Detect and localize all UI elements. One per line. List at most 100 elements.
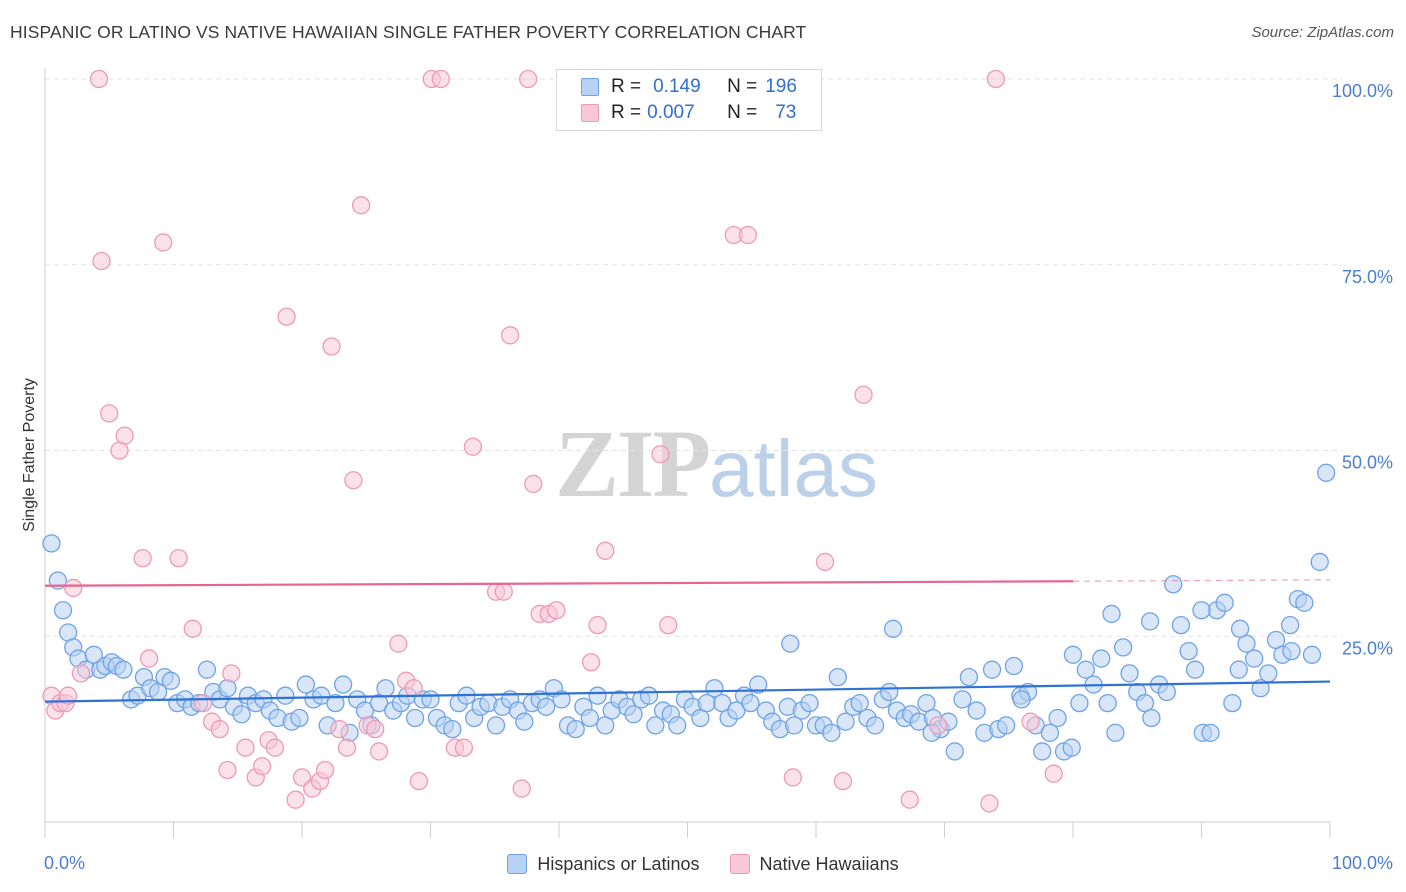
point-hawaiian-53 bbox=[512, 779, 531, 798]
point-hispanic-164 bbox=[1215, 593, 1234, 612]
point-hawaiian-12 bbox=[133, 549, 152, 568]
trend-line-hispanic bbox=[44, 680, 1331, 703]
point-hispanic-127 bbox=[945, 742, 964, 761]
point-hawaiian-11 bbox=[115, 426, 134, 445]
point-hawaiian-22 bbox=[236, 738, 255, 757]
point-hispanic-35 bbox=[276, 686, 295, 705]
watermark: ZIPatlas bbox=[555, 408, 878, 519]
chart-title: HISPANIC OR LATINO VS NATIVE HAWAIIAN SI… bbox=[10, 22, 807, 42]
point-hispanic-2 bbox=[53, 601, 73, 620]
legend-swatch-hawaiian bbox=[581, 104, 599, 122]
point-hispanic-162 bbox=[1201, 723, 1220, 742]
point-hawaiian-48 bbox=[454, 738, 474, 757]
point-hawaiian-27 bbox=[277, 307, 296, 326]
point-hawaiian-67 bbox=[815, 552, 835, 572]
point-hispanic-157 bbox=[1164, 575, 1183, 594]
point-hawaiian-46 bbox=[431, 69, 450, 89]
point-hawaiian-59 bbox=[581, 653, 601, 672]
point-hawaiian-35 bbox=[337, 738, 357, 757]
point-hispanic-29 bbox=[232, 705, 251, 724]
point-hawaiian-43 bbox=[404, 679, 423, 698]
legend-swatch-hispanic bbox=[581, 78, 599, 96]
point-hispanic-100 bbox=[749, 675, 768, 694]
point-hawaiian-34 bbox=[330, 719, 349, 739]
point-hispanic-89 bbox=[668, 716, 687, 735]
point-hawaiian-26 bbox=[265, 738, 285, 757]
point-hispanic-107 bbox=[800, 693, 819, 713]
point-hispanic-156 bbox=[1157, 682, 1176, 702]
point-hawaiian-65 bbox=[738, 225, 758, 245]
legend-row-hispanic: R = 0.149 N = 196 bbox=[581, 75, 797, 99]
axes: 0.0% 100.0% bbox=[44, 68, 1393, 873]
point-hispanic-181 bbox=[1192, 601, 1211, 620]
point-hispanic-111 bbox=[828, 667, 847, 687]
point-hispanic-37 bbox=[290, 708, 309, 728]
point-hispanic-188 bbox=[781, 634, 800, 653]
point-hispanic-175 bbox=[1295, 593, 1314, 612]
point-hispanic-78 bbox=[588, 686, 607, 705]
trend-line-dashed-hawaiian bbox=[1072, 579, 1331, 582]
series-legend-hawaiian: Native Hawaiians bbox=[729, 854, 899, 875]
point-hispanic-166 bbox=[1229, 660, 1248, 679]
point-hawaiian-72 bbox=[980, 794, 999, 813]
series-label-hispanic: Hispanics or Latinos bbox=[537, 853, 700, 874]
point-hawaiian-44 bbox=[409, 771, 429, 791]
point-hispanic-170 bbox=[1259, 664, 1278, 683]
point-hispanic-143 bbox=[1062, 738, 1081, 757]
point-hispanic-178 bbox=[1316, 463, 1336, 482]
point-hawaiian-21 bbox=[222, 664, 241, 683]
point-hawaiian-14 bbox=[154, 233, 173, 252]
point-hawaiian-40 bbox=[369, 742, 389, 761]
point-hispanic-27 bbox=[218, 679, 237, 698]
point-hispanic-43 bbox=[333, 675, 353, 694]
point-hawaiian-28 bbox=[286, 790, 305, 809]
point-hispanic-97 bbox=[727, 701, 746, 720]
point-hispanic-112 bbox=[836, 712, 855, 731]
legend-r-key-hispanic: R = bbox=[611, 76, 642, 97]
point-hawaiian-20 bbox=[218, 760, 237, 780]
watermark-zip: ZIP bbox=[555, 410, 711, 517]
point-hawaiian-71 bbox=[928, 716, 948, 735]
point-hispanic-58 bbox=[443, 719, 462, 739]
grid-lines bbox=[45, 78, 1342, 637]
point-hawaiian-74 bbox=[1021, 712, 1040, 731]
point-hawaiian-8 bbox=[92, 251, 111, 271]
point-hispanic-85 bbox=[639, 686, 659, 705]
point-hispanic-183 bbox=[1282, 641, 1301, 661]
point-hawaiian-33 bbox=[322, 337, 341, 356]
point-hispanic-94 bbox=[705, 679, 724, 698]
point-hispanic-185 bbox=[1012, 690, 1031, 709]
point-hispanic-83 bbox=[624, 705, 643, 724]
point-hawaiian-58 bbox=[547, 601, 566, 620]
point-hispanic-71 bbox=[537, 697, 556, 716]
trend-lines bbox=[44, 579, 1331, 703]
y-tick-label-100: 100.0% bbox=[1332, 81, 1393, 101]
point-hispanic-135 bbox=[1004, 656, 1024, 676]
point-hispanic-180 bbox=[1140, 612, 1160, 631]
point-hispanic-105 bbox=[785, 716, 804, 735]
point-hispanic-130 bbox=[967, 701, 986, 720]
point-hawaiian-19 bbox=[210, 719, 229, 739]
point-hispanic-179 bbox=[1102, 604, 1121, 624]
point-hispanic-129 bbox=[959, 667, 979, 687]
point-hawaiian-66 bbox=[783, 768, 803, 787]
point-hawaiian-68 bbox=[833, 771, 853, 791]
y-tick-label-25: 25.0% bbox=[1342, 638, 1393, 658]
point-hawaiian-55 bbox=[524, 474, 543, 494]
point-hawaiian-73 bbox=[986, 69, 1006, 89]
legend-r-key-hawaiian: R = bbox=[611, 102, 642, 123]
point-hawaiian-63 bbox=[659, 615, 678, 635]
point-hawaiian-52 bbox=[501, 326, 520, 345]
point-hispanic-165 bbox=[1223, 693, 1242, 713]
point-hispanic-139 bbox=[1033, 742, 1052, 761]
point-hispanic-77 bbox=[580, 708, 599, 728]
point-hispanic-114 bbox=[850, 693, 869, 713]
point-hispanic-42 bbox=[326, 693, 345, 713]
point-hawaiian-62 bbox=[651, 445, 670, 464]
point-hispanic-110 bbox=[822, 723, 841, 742]
point-hawaiian-54 bbox=[519, 69, 538, 89]
trend-line-hawaiian bbox=[44, 580, 1074, 587]
point-hispanic-141 bbox=[1048, 708, 1067, 728]
point-hawaiian-39 bbox=[366, 719, 385, 739]
